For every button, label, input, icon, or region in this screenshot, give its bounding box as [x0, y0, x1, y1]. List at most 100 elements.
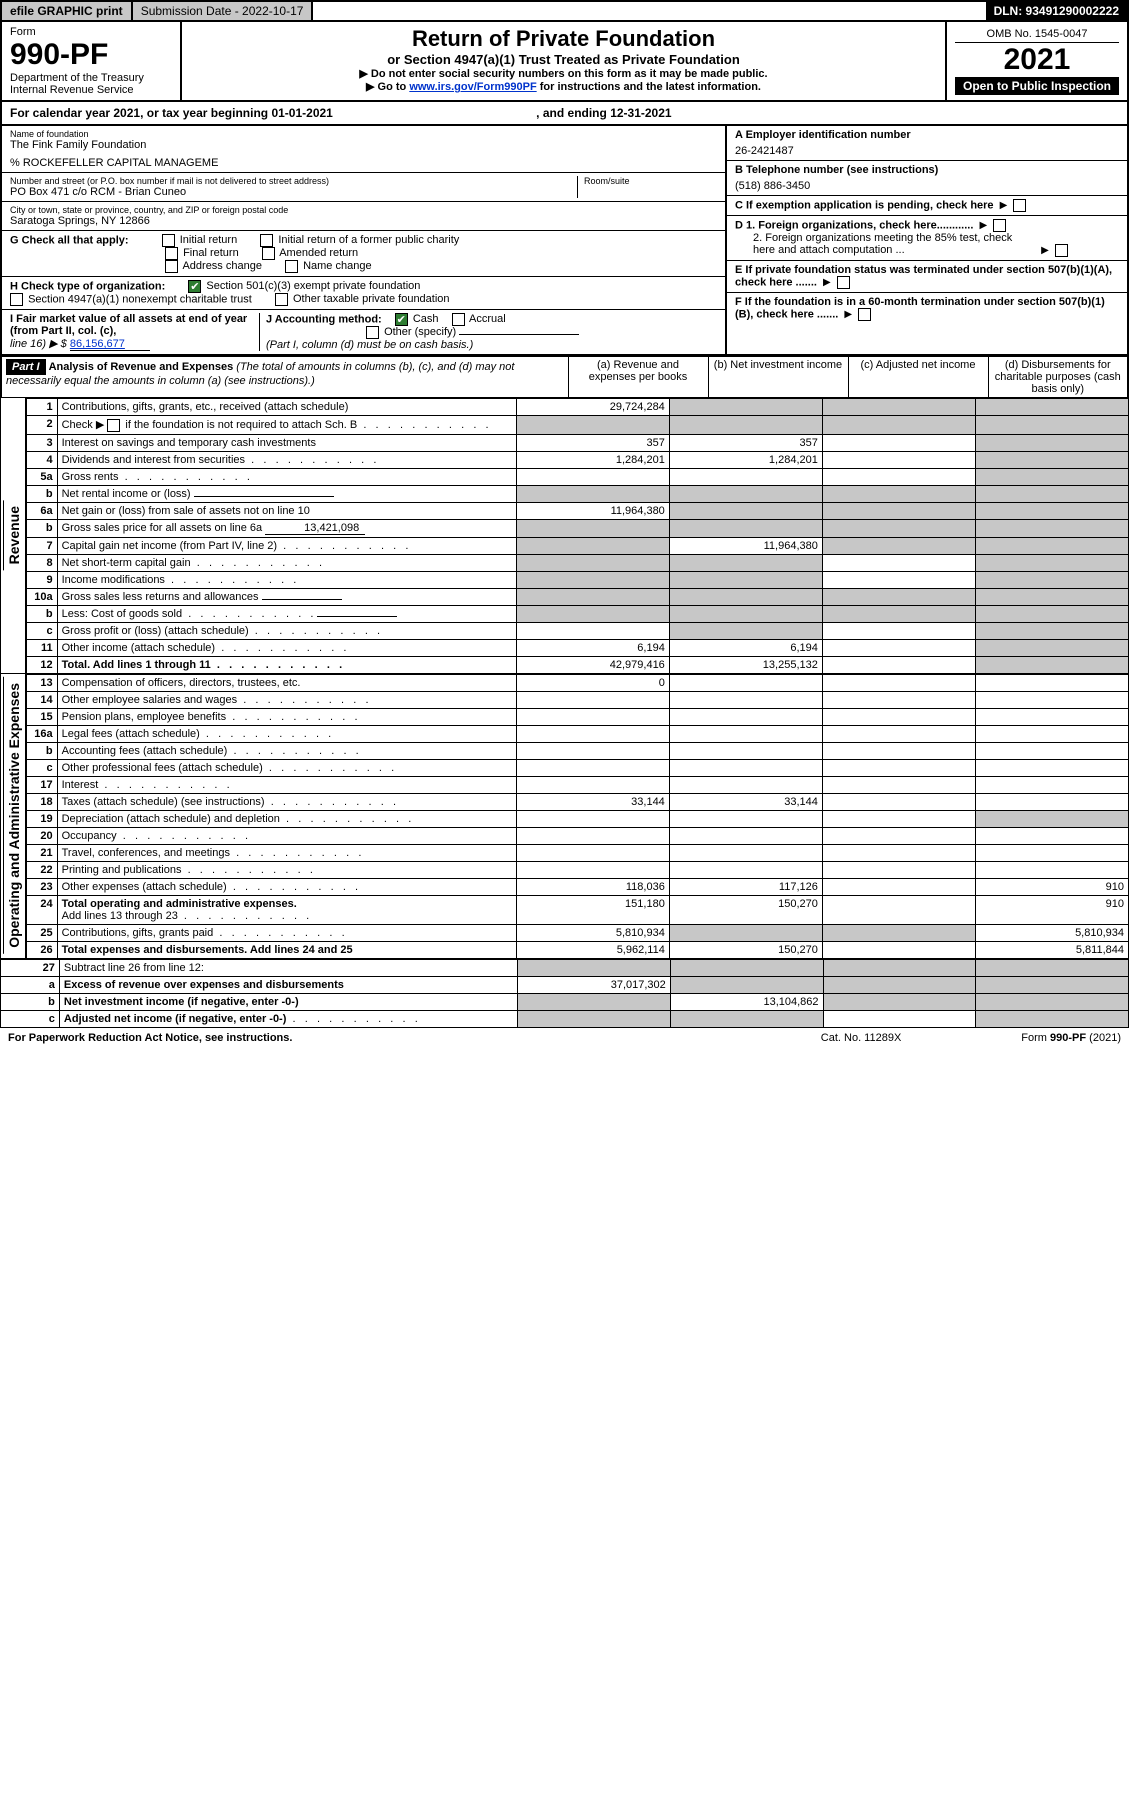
chk-f[interactable]: [858, 308, 871, 321]
footer-mid: Cat. No. 11289X: [821, 1032, 902, 1044]
expenses-section: Operating and Administrative Expenses 13…: [0, 674, 1129, 959]
instructions-link[interactable]: www.irs.gov/Form990PF: [409, 81, 536, 93]
j-label: J Accounting method:: [266, 313, 382, 325]
form-subtitle: or Section 4947(a)(1) Trust Treated as P…: [190, 52, 937, 67]
row-16b: bAccounting fees (attach schedule): [27, 742, 1129, 759]
row-3: 3Interest on savings and temporary cash …: [27, 434, 1129, 451]
revenue-section: Revenue 1Contributions, gifts, grants, e…: [0, 398, 1129, 674]
name-label: Name of foundation: [10, 129, 717, 139]
col-d-header: (d) Disbursements for charitable purpose…: [988, 357, 1128, 398]
e-label: E If private foundation status was termi…: [735, 264, 1112, 288]
foundation-name: The Fink Family Foundation: [10, 139, 717, 151]
row-27: 27Subtract line 26 from line 12:: [1, 959, 1129, 976]
efile-bar: efile GRAPHIC print Submission Date - 20…: [0, 0, 1129, 22]
chk-d1[interactable]: [993, 219, 1006, 232]
row-7: 7Capital gain net income (from Part IV, …: [27, 537, 1129, 554]
row-13: 13Compensation of officers, directors, t…: [27, 674, 1129, 691]
col-b-header: (b) Net investment income: [708, 357, 848, 398]
efile-print-btn[interactable]: efile GRAPHIC print: [2, 2, 133, 20]
chk-4947[interactable]: [10, 293, 23, 306]
row-10a: 10aGross sales less returns and allowanc…: [27, 588, 1129, 605]
expenses-side-label: Operating and Administrative Expenses: [3, 677, 24, 954]
form-word: Form: [10, 26, 172, 38]
row-27c: cAdjusted net income (if negative, enter…: [1, 1010, 1129, 1027]
row-23: 23Other expenses (attach schedule)118,03…: [27, 878, 1129, 895]
chk-address-change[interactable]: [165, 260, 178, 273]
f-label: F If the foundation is in a 60-month ter…: [735, 296, 1105, 320]
ein-value: 26-2421487: [735, 145, 1119, 157]
b-label: B Telephone number (see instructions): [735, 164, 1119, 176]
row-4: 4Dividends and interest from securities1…: [27, 451, 1129, 468]
chk-sch-b[interactable]: [107, 419, 120, 432]
row-16c: cOther professional fees (attach schedul…: [27, 759, 1129, 776]
chk-other-method[interactable]: [366, 326, 379, 339]
c-label: C If exemption application is pending, c…: [735, 199, 994, 211]
form-header: Form 990-PF Department of the Treasury I…: [0, 22, 1129, 102]
row-19: 19Depreciation (attach schedule) and dep…: [27, 810, 1129, 827]
care-of: % ROCKEFELLER CAPITAL MANAGEME: [10, 157, 717, 169]
row-10c: cGross profit or (loss) (attach schedule…: [27, 622, 1129, 639]
row-27a: aExcess of revenue over expenses and dis…: [1, 976, 1129, 993]
chk-accrual[interactable]: [452, 313, 465, 326]
addr-value: PO Box 471 c/o RCM - Brian Cuneo: [10, 186, 577, 198]
row-20: 20Occupancy: [27, 827, 1129, 844]
row-16a: 16aLegal fees (attach schedule): [27, 725, 1129, 742]
chk-initial-former[interactable]: [260, 234, 273, 247]
i-label: I Fair market value of all assets at end…: [10, 313, 247, 337]
part1-table: Part I Analysis of Revenue and Expenses …: [0, 356, 1129, 398]
chk-amended-return[interactable]: [262, 247, 275, 260]
i-value[interactable]: 86,156,677: [70, 338, 150, 351]
part1-title: Analysis of Revenue and Expenses: [49, 361, 234, 373]
row27-table: 27Subtract line 26 from line 12: aExcess…: [0, 959, 1129, 1028]
info-block: Name of foundation The Fink Family Found…: [0, 126, 1129, 356]
d1-label: D 1. Foreign organizations, check here..…: [735, 219, 973, 231]
dept-line-2: Internal Revenue Service: [10, 84, 172, 96]
omb-number: OMB No. 1545-0047: [955, 26, 1119, 43]
open-public: Open to Public Inspection: [955, 77, 1119, 95]
col-a-header: (a) Revenue and expenses per books: [568, 357, 708, 398]
chk-other-taxable[interactable]: [275, 293, 288, 306]
row-14: 14Other employee salaries and wages: [27, 691, 1129, 708]
footer-left: For Paperwork Reduction Act Notice, see …: [8, 1032, 292, 1044]
row-12: 12Total. Add lines 1 through 1142,979,41…: [27, 656, 1129, 673]
row-15: 15Pension plans, employee benefits: [27, 708, 1129, 725]
form-note-1: ▶ Do not enter social security numbers o…: [190, 67, 937, 80]
form-title: Return of Private Foundation: [190, 26, 937, 52]
form-note-2: ▶ Go to www.irs.gov/Form990PF for instru…: [190, 80, 937, 93]
row-1: 1Contributions, gifts, grants, etc., rec…: [27, 399, 1129, 416]
row-17: 17Interest: [27, 776, 1129, 793]
row-5a: 5aGross rents: [27, 468, 1129, 485]
row-25: 25Contributions, gifts, grants paid5,810…: [27, 924, 1129, 941]
row-6a: 6aNet gain or (loss) from sale of assets…: [27, 502, 1129, 519]
form-number: 990-PF: [10, 38, 172, 72]
a-label: A Employer identification number: [735, 129, 1119, 141]
phone-value: (518) 886-3450: [735, 180, 1119, 192]
revenue-side-label: Revenue: [3, 500, 24, 570]
row-10b: bLess: Cost of goods sold: [27, 605, 1129, 622]
chk-e[interactable]: [837, 276, 850, 289]
chk-initial-return[interactable]: [162, 234, 175, 247]
part1-label: Part I: [6, 359, 46, 375]
chk-d2[interactable]: [1055, 244, 1068, 257]
chk-name-change[interactable]: [285, 260, 298, 273]
tax-year: 2021: [955, 43, 1119, 77]
row-6b: bGross sales price for all assets on lin…: [27, 519, 1129, 537]
chk-501c3[interactable]: [188, 280, 201, 293]
h-label: H Check type of organization:: [10, 280, 165, 292]
row-9: 9Income modifications: [27, 571, 1129, 588]
chk-final-return[interactable]: [165, 247, 178, 260]
j-note: (Part I, column (d) must be on cash basi…: [266, 339, 473, 351]
city-label: City or town, state or province, country…: [10, 205, 717, 215]
chk-c[interactable]: [1013, 199, 1026, 212]
room-label: Room/suite: [584, 176, 717, 186]
chk-cash[interactable]: [395, 313, 408, 326]
row-21: 21Travel, conferences, and meetings: [27, 844, 1129, 861]
footer-right: Form 990-PF (2021): [1021, 1032, 1121, 1044]
addr-label: Number and street (or P.O. box number if…: [10, 176, 577, 186]
row-18: 18Taxes (attach schedule) (see instructi…: [27, 793, 1129, 810]
row-26: 26Total expenses and disbursements. Add …: [27, 941, 1129, 958]
row-24: 24Total operating and administrative exp…: [27, 895, 1129, 924]
row-2: 2Check ▶ if the foundation is not requir…: [27, 416, 1129, 435]
g-label: G Check all that apply:: [10, 234, 129, 246]
row-11: 11Other income (attach schedule)6,1946,1…: [27, 639, 1129, 656]
